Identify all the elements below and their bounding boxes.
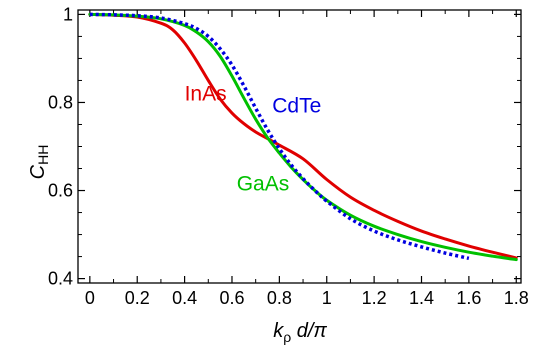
y-axis-label-main: C: [27, 164, 49, 179]
series-line-cdte: [89, 12, 470, 261]
x-tick-label: 0.8: [267, 288, 292, 308]
y-tick-label: 0.8: [48, 92, 73, 112]
x-tick-label: 1.4: [409, 288, 434, 308]
annotation-gaas: GaAs: [237, 173, 290, 196]
x-axis-label-rest: d/π: [291, 320, 327, 342]
x-tick-label: 1.2: [362, 288, 387, 308]
annotations: InAs CdTe GaAs: [185, 82, 322, 195]
x-tick-label: 0.2: [125, 288, 150, 308]
y-tick-label: 0.6: [48, 181, 73, 201]
x-tick-label: 1.6: [456, 288, 481, 308]
x-tick-label: 0: [85, 288, 95, 308]
x-axis-label-rho: ρ: [283, 329, 291, 345]
y-axis-label: CHH: [27, 145, 51, 180]
x-tick-label: 1.8: [504, 288, 529, 308]
annotation-cdte: CdTe: [272, 95, 321, 118]
x-tick-label: 1: [322, 288, 332, 308]
tick-labels: 0 0.2 0.4 0.6 0.8 1 1.2 1.4 1.6 1.8 0.4 0.6 0.8 1: [48, 4, 529, 308]
x-axis-label-k: k: [273, 320, 284, 342]
x-tick-label: 0.4: [172, 288, 197, 308]
y-tick-label: 0.4: [48, 269, 73, 289]
series-line-inas: [88, 12, 518, 260]
x-axis-label: kρ d/π: [273, 320, 327, 345]
y-tick-label: 1: [63, 4, 73, 24]
y-axis-label-sub: HH: [35, 145, 51, 165]
x-tick-label: 0.6: [219, 288, 244, 308]
series-line-gaas: [88, 12, 518, 262]
annotation-inas: InAs: [185, 82, 227, 105]
series-layer: [88, 12, 518, 262]
